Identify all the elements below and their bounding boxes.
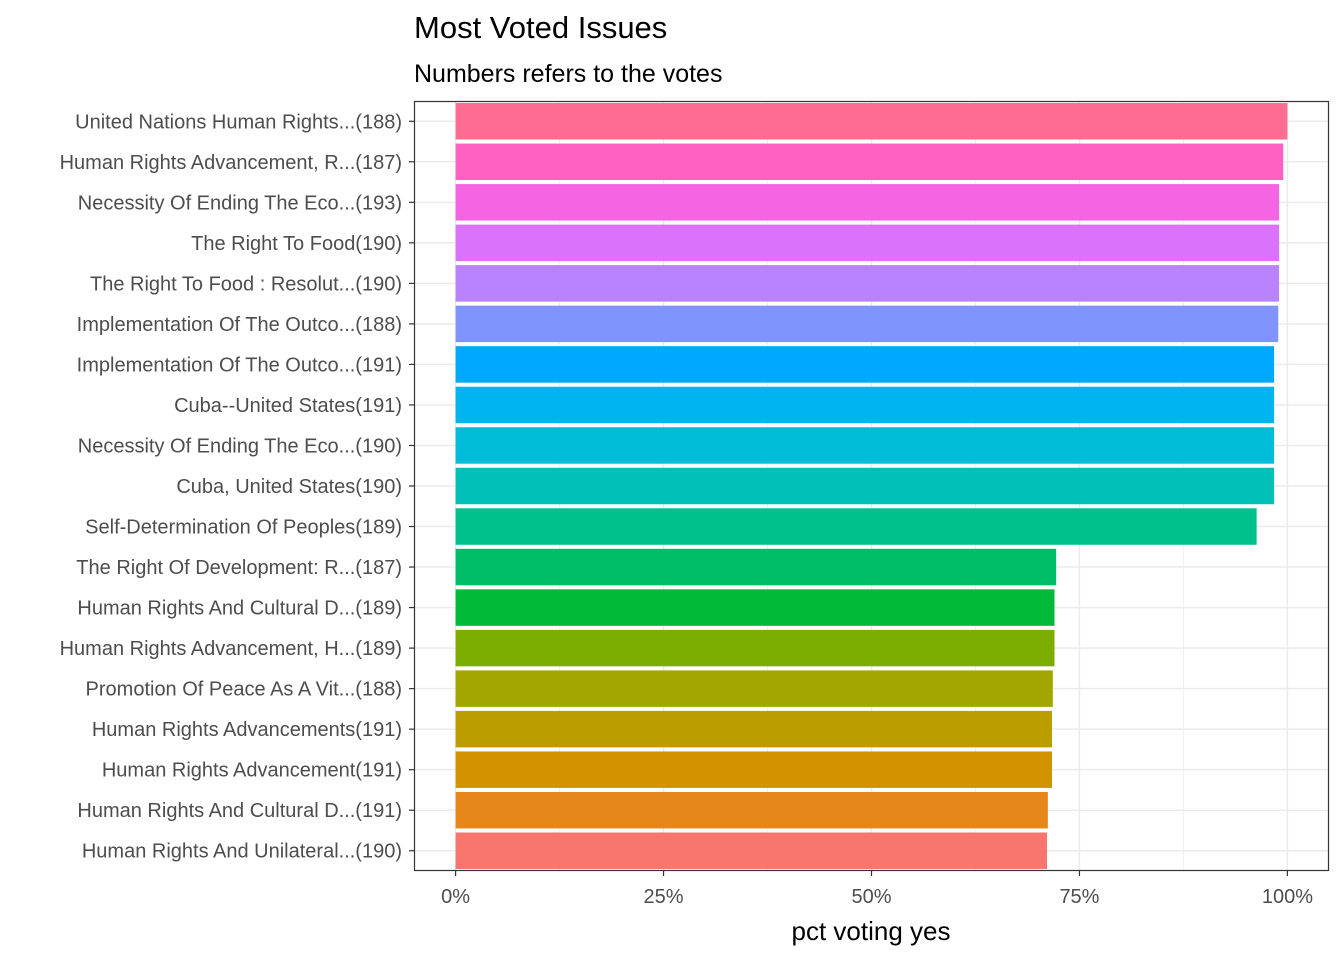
category-labels: United Nations Human Rights...(188) Human…: [60, 111, 414, 863]
bar: [455, 751, 1053, 788]
category-label: Cuba, United States(190): [176, 476, 402, 498]
bar: [455, 791, 1048, 829]
bar: [455, 629, 1055, 667]
category-label: Human Rights Advancement(191): [102, 760, 402, 782]
category-label: Promotion Of Peace As A Vit...(188): [86, 679, 402, 701]
category-label: Implementation Of The Outco...(191): [77, 354, 402, 376]
x-axis-label: pct voting yes: [792, 916, 951, 946]
bar: [455, 386, 1275, 424]
bar: [455, 710, 1053, 748]
bar: [455, 670, 1053, 707]
x-tick-label: 100%: [1262, 886, 1313, 908]
bar: [455, 143, 1284, 181]
panel-border: [413, 100, 1330, 872]
bar: [455, 467, 1275, 505]
bars: [455, 103, 1288, 869]
bar: [455, 184, 1280, 221]
category-label: Human Rights And Unilateral...(190): [82, 841, 402, 863]
bar: [455, 508, 1257, 545]
category-label: The Right Of Development: R...(187): [76, 557, 402, 579]
bar: [455, 346, 1275, 383]
category-label: Human Rights And Cultural D...(191): [77, 800, 402, 822]
bar: [455, 103, 1288, 140]
bar: [455, 224, 1280, 262]
x-tick-label: 50%: [851, 886, 891, 908]
x-tick-label: 0%: [441, 886, 470, 908]
chart-title: Most Voted Issues: [414, 10, 668, 45]
x-axis-ticks: 0% 25% 50% 75% 100%: [441, 871, 1313, 908]
category-label: Human Rights Advancement, H...(189): [60, 638, 402, 660]
category-label: Human Rights And Cultural D...(189): [77, 598, 402, 620]
chart-subtitle: Numbers refers to the votes: [414, 60, 723, 88]
bar: [455, 265, 1280, 302]
category-label: Cuba--United States(191): [174, 395, 402, 417]
bar: [455, 589, 1055, 626]
x-tick-label: 25%: [644, 886, 684, 908]
category-label: Necessity Of Ending The Eco...(190): [78, 435, 402, 457]
category-label: Implementation Of The Outco...(188): [77, 314, 402, 336]
category-label: Self-Determination Of Peoples(189): [85, 517, 402, 539]
category-label: Human Rights Advancement, R...(187): [60, 152, 402, 174]
bar: [455, 832, 1048, 869]
category-label: The Right To Food : Resolut...(190): [90, 273, 402, 295]
bar: [455, 305, 1279, 343]
category-label: United Nations Human Rights...(188): [75, 111, 402, 133]
category-label: The Right To Food(190): [191, 233, 402, 255]
x-tick-label: 75%: [1059, 886, 1099, 908]
bar: [455, 548, 1057, 586]
bar: [455, 427, 1275, 464]
category-label: Necessity Of Ending The Eco...(193): [78, 192, 402, 214]
category-label: Human Rights Advancements(191): [92, 719, 402, 741]
